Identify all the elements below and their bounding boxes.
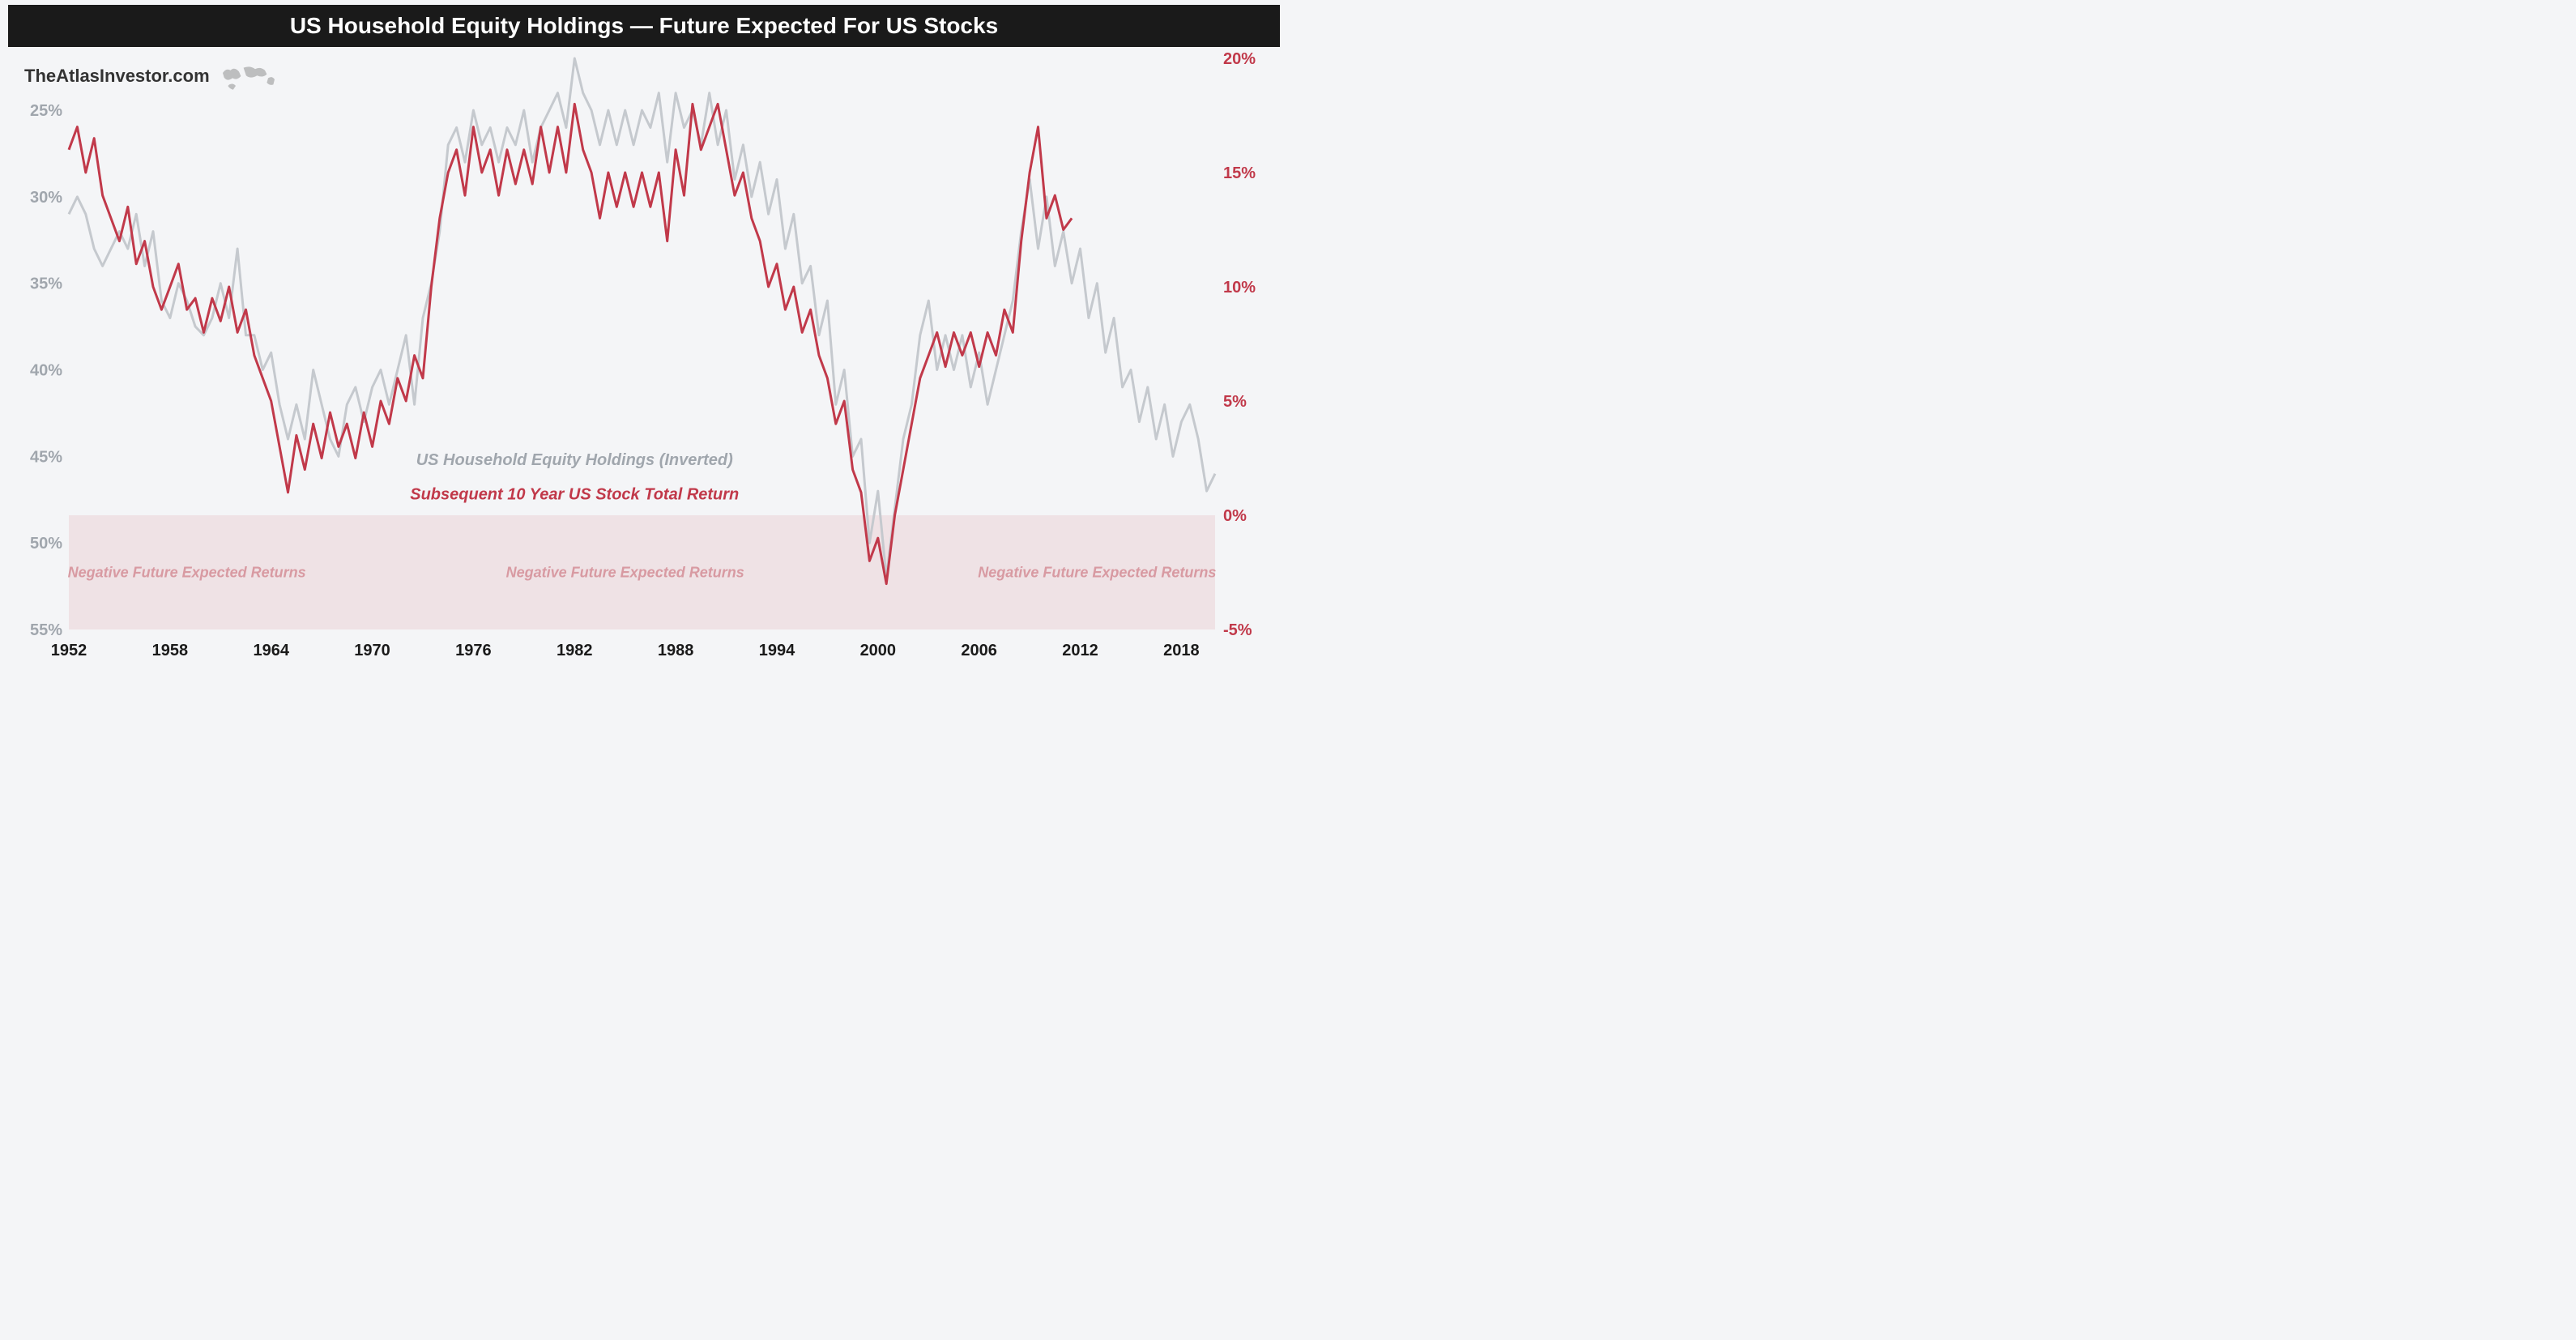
y-left-tick: 40%	[30, 362, 62, 380]
y-right-tick: 5%	[1223, 393, 1247, 411]
negative-zone-label: Negative Future Expected Returns	[506, 565, 744, 581]
x-tick: 2000	[860, 642, 897, 659]
x-tick: 1952	[51, 642, 87, 659]
x-tick: 1958	[152, 642, 189, 659]
x-tick: 1982	[557, 642, 593, 659]
y-left-tick: 25%	[30, 102, 62, 120]
legend-gray: US Household Equity Holdings (Inverted)	[416, 451, 733, 469]
x-tick: 1970	[354, 642, 390, 659]
x-tick: 1964	[253, 642, 289, 659]
x-tick: 1976	[455, 642, 492, 659]
chart-title: US Household Equity Holdings — Future Ex…	[8, 5, 1280, 47]
y-right-tick: 15%	[1223, 164, 1256, 182]
chart-svg: 25% 30% 35% 40% 45% 50% 55% 20% 15% 10% 5% 0% -5% 195…	[24, 49, 1264, 667]
y-right-tick: 20%	[1223, 50, 1256, 68]
x-tick: 2012	[1062, 642, 1098, 659]
y-left-tick: 30%	[30, 189, 62, 207]
legend-red: Subsequent 10 Year US Stock Total Return	[410, 485, 739, 503]
chart-area: 25% 30% 35% 40% 45% 50% 55% 20% 15% 10% 5% 0% -5% 195…	[24, 49, 1264, 667]
x-tick: 2006	[961, 642, 997, 659]
y-left-tick: 45%	[30, 448, 62, 466]
x-tick: 2018	[1163, 642, 1200, 659]
plot-group: 25% 30% 35% 40% 45% 50% 55% 20% 15% 10% 5% 0% -5% 195…	[30, 50, 1256, 659]
y-right-tick: -5%	[1223, 621, 1252, 639]
y-right-tick: 0%	[1223, 507, 1247, 525]
y-left-tick: 55%	[30, 621, 62, 639]
y-left-tick: 35%	[30, 275, 62, 293]
negative-zone-label: Negative Future Expected Returns	[68, 565, 306, 581]
x-tick: 1988	[658, 642, 694, 659]
red-series-line	[69, 104, 1072, 583]
y-left-tick: 50%	[30, 535, 62, 553]
x-tick: 1994	[759, 642, 795, 659]
negative-zone-label: Negative Future Expected Returns	[978, 565, 1216, 581]
y-right-tick: 10%	[1223, 279, 1256, 297]
